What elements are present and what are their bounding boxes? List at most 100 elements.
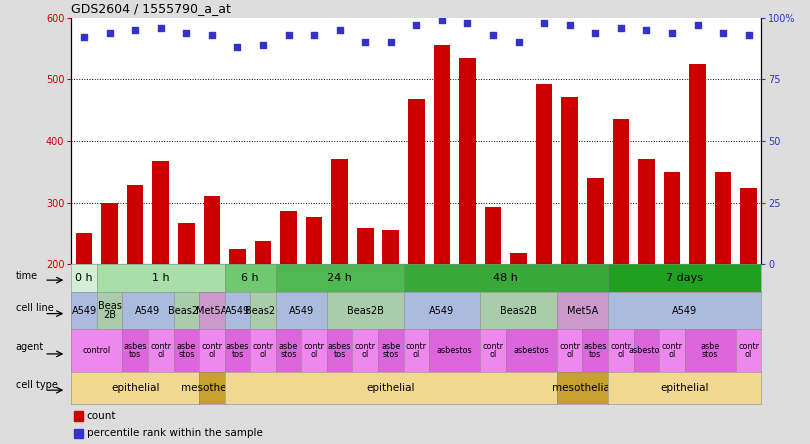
Text: epithelial: epithelial	[111, 383, 160, 392]
Text: contr
ol: contr ol	[150, 342, 171, 359]
Bar	[663, 172, 680, 387]
Bar	[536, 83, 552, 387]
Text: Beas
2B: Beas 2B	[98, 301, 121, 320]
Text: A549: A549	[429, 305, 454, 316]
Bar	[382, 230, 399, 387]
Text: A549: A549	[672, 305, 697, 316]
Point	[103, 29, 116, 36]
Bar	[254, 242, 271, 387]
Text: contr
ol: contr ol	[406, 342, 427, 359]
Bar	[74, 428, 83, 438]
Text: asbestos: asbestos	[437, 346, 472, 355]
Text: contr
ol: contr ol	[738, 342, 759, 359]
Text: asbestos: asbestos	[514, 346, 549, 355]
Point	[666, 29, 679, 36]
Point	[436, 17, 449, 24]
Text: asbes
tos: asbes tos	[328, 342, 352, 359]
Point	[487, 32, 500, 39]
Bar	[484, 207, 501, 387]
Point	[742, 32, 755, 39]
Text: contr
ol: contr ol	[355, 342, 376, 359]
Point	[512, 39, 525, 46]
Bar	[408, 99, 424, 387]
Text: contr
ol: contr ol	[662, 342, 683, 359]
Bar	[331, 159, 348, 387]
Point	[154, 24, 167, 31]
Text: epithelial: epithelial	[367, 383, 415, 392]
Text: 6 h: 6 h	[241, 273, 259, 283]
Bar	[101, 202, 118, 387]
Bar	[178, 223, 194, 387]
Point	[333, 27, 346, 34]
Bar	[306, 217, 322, 387]
Point	[691, 22, 704, 29]
Point	[257, 41, 270, 48]
Text: percentile rank within the sample: percentile rank within the sample	[87, 428, 262, 438]
Bar	[459, 58, 475, 387]
Text: asbe
stos: asbe stos	[701, 342, 720, 359]
Bar	[510, 253, 526, 387]
Text: A549: A549	[135, 305, 160, 316]
Text: 7 days: 7 days	[666, 273, 703, 283]
Text: agent: agent	[15, 342, 44, 352]
Point	[78, 34, 91, 41]
Bar	[280, 210, 296, 387]
Bar	[433, 45, 450, 387]
Text: A549: A549	[288, 305, 314, 316]
Point	[206, 32, 219, 39]
Point	[563, 22, 576, 29]
Text: cell line: cell line	[15, 302, 53, 313]
Text: mesothelial: mesothelial	[552, 383, 613, 392]
Point	[589, 29, 602, 36]
Bar	[229, 249, 245, 387]
Point	[640, 27, 653, 34]
Text: asbes
tos: asbes tos	[583, 342, 607, 359]
Bar	[740, 188, 757, 387]
Point	[717, 29, 730, 36]
Text: contr
ol: contr ol	[610, 342, 631, 359]
Text: count: count	[87, 411, 117, 421]
Bar	[127, 185, 143, 387]
Point	[410, 22, 423, 29]
Text: asbestos: asbestos	[629, 346, 664, 355]
Bar	[638, 159, 654, 387]
Point	[538, 19, 551, 26]
Text: contr
ol: contr ol	[202, 342, 223, 359]
Text: asbes
tos: asbes tos	[226, 342, 249, 359]
Text: contr
ol: contr ol	[559, 342, 580, 359]
Bar	[152, 161, 169, 387]
Point	[384, 39, 397, 46]
Text: contr
ol: contr ol	[304, 342, 325, 359]
Text: 0 h: 0 h	[75, 273, 93, 283]
Text: control: control	[83, 346, 111, 355]
Text: asbes
tos: asbes tos	[123, 342, 147, 359]
Text: A549: A549	[71, 305, 96, 316]
Bar	[357, 229, 373, 387]
Text: Beas2B: Beas2B	[347, 305, 384, 316]
Bar	[74, 412, 83, 421]
Text: Beas2B: Beas2B	[500, 305, 537, 316]
Text: Met5A: Met5A	[196, 305, 228, 316]
Text: 24 h: 24 h	[327, 273, 352, 283]
Text: Met5A: Met5A	[567, 305, 598, 316]
Text: 1 h: 1 h	[152, 273, 169, 283]
Bar	[689, 64, 706, 387]
Point	[180, 29, 193, 36]
Text: asbe
stos: asbe stos	[279, 342, 298, 359]
Bar	[714, 172, 731, 387]
Bar	[76, 234, 92, 387]
Point	[614, 24, 627, 31]
Text: asbe
stos: asbe stos	[382, 342, 400, 359]
Text: cell type: cell type	[15, 380, 58, 390]
Bar	[612, 119, 629, 387]
Point	[129, 27, 142, 34]
Text: contr
ol: contr ol	[483, 342, 504, 359]
Text: A549: A549	[225, 305, 250, 316]
Text: time: time	[15, 271, 38, 281]
Text: GDS2604 / 1555790_a_at: GDS2604 / 1555790_a_at	[71, 2, 231, 15]
Text: asbe
stos: asbe stos	[177, 342, 196, 359]
Text: epithelial: epithelial	[660, 383, 709, 392]
Bar	[203, 196, 220, 387]
Text: Beas2B: Beas2B	[245, 305, 281, 316]
Bar	[587, 178, 603, 387]
